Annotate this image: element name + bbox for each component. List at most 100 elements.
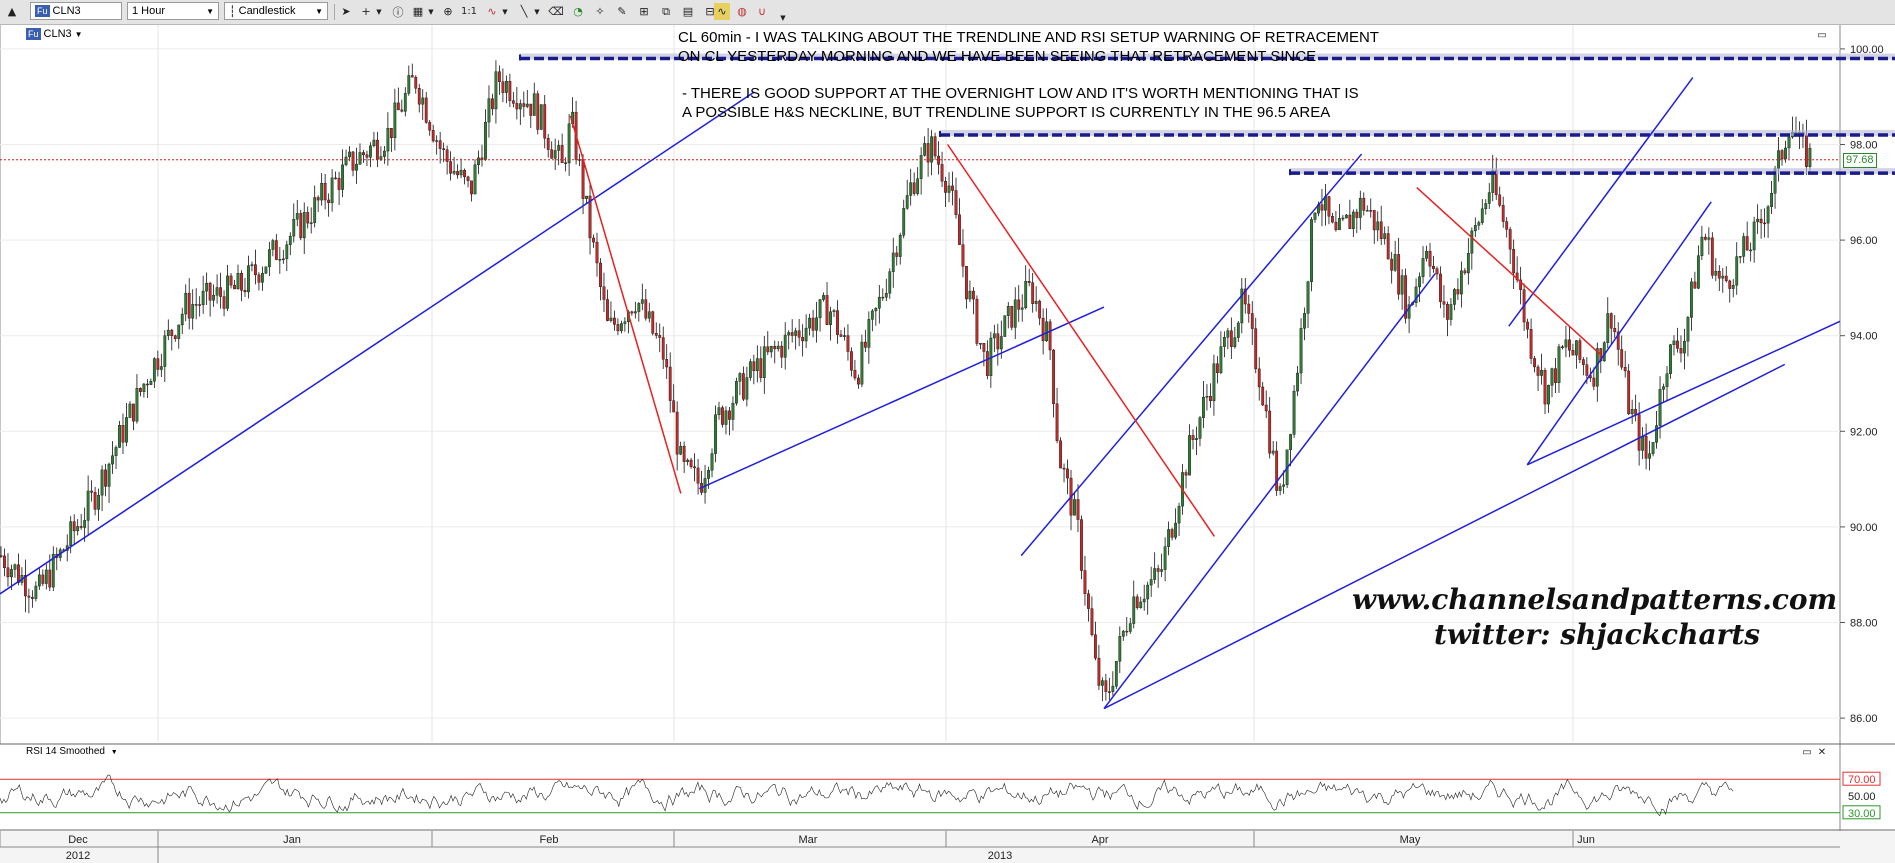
magnet-icon[interactable]: ∪ xyxy=(757,5,767,18)
candle-body xyxy=(1362,197,1366,211)
candle-body xyxy=(1066,468,1069,479)
candle-body xyxy=(1031,282,1035,304)
chevron-down-icon[interactable]: ▼ xyxy=(534,7,540,16)
magic-icon[interactable]: ✧ xyxy=(595,5,605,18)
candle-body xyxy=(1337,218,1341,231)
maximize-icon[interactable]: ▭ xyxy=(1817,30,1827,41)
trendline-blue[interactable] xyxy=(1508,77,1694,327)
candle-body xyxy=(1393,254,1397,271)
crosshair-icon[interactable]: + xyxy=(361,5,371,18)
trendline-red[interactable] xyxy=(946,144,1216,537)
candle-body xyxy=(215,287,219,296)
indicator-icon[interactable]: ∿ xyxy=(487,5,497,18)
candle-body xyxy=(525,103,529,107)
candle-body xyxy=(1107,691,1111,693)
interval-select[interactable]: 1 Hour ▼ xyxy=(127,2,219,20)
candle-body xyxy=(710,453,714,471)
candle-body xyxy=(1087,593,1090,609)
trendline-blue[interactable] xyxy=(1526,201,1712,466)
fib-icon[interactable]: ⊞ xyxy=(639,5,649,18)
trendline-blue[interactable] xyxy=(0,91,755,595)
candle-body xyxy=(532,93,536,116)
candle-body xyxy=(362,152,365,156)
draw-icon[interactable]: ✎ xyxy=(617,5,627,18)
candle-body xyxy=(1456,289,1460,295)
wave-icon[interactable]: ∿ xyxy=(714,3,730,20)
candle-body xyxy=(0,555,3,557)
candle-body xyxy=(125,417,128,443)
rsi-label[interactable]: RSI 14 Smoothed ▼ xyxy=(26,746,118,757)
candle-body xyxy=(1128,623,1132,632)
candle-body xyxy=(975,298,979,344)
candle-body xyxy=(1505,221,1509,230)
calendar-icon[interactable]: ▤ xyxy=(682,5,694,18)
grid-icon[interactable]: ▦ xyxy=(412,5,424,18)
candle-body xyxy=(302,212,306,239)
zoom-icon[interactable]: ⊕ xyxy=(443,5,453,18)
candle-body xyxy=(355,163,358,171)
trendline-blue[interactable] xyxy=(1526,320,1841,466)
candle-body xyxy=(1724,275,1728,282)
candle-body xyxy=(1418,276,1421,288)
candle-body xyxy=(1024,281,1028,309)
candle-body xyxy=(1100,680,1104,686)
chart-symbol-tag[interactable]: Fu CLN3 ▼ xyxy=(26,28,83,40)
candle-body xyxy=(1118,636,1122,662)
measure-icon[interactable]: ⊟ xyxy=(705,5,715,18)
candle-body xyxy=(1369,210,1373,212)
candle-body xyxy=(916,178,920,194)
alert-icon[interactable]: ◔ xyxy=(573,5,583,18)
candle-body xyxy=(48,569,52,588)
candle-body xyxy=(306,212,310,224)
candle-body xyxy=(518,103,522,110)
candle-body xyxy=(1512,249,1516,274)
candle-body xyxy=(386,128,390,152)
trendline-red[interactable] xyxy=(569,115,682,494)
candle-body xyxy=(766,346,770,353)
candle-body xyxy=(414,76,418,89)
one-to-one-icon[interactable]: 1:1 xyxy=(460,6,478,17)
candle-body xyxy=(731,402,735,420)
trendline-blue[interactable] xyxy=(1103,273,1436,709)
line-tool-icon[interactable]: ╲ xyxy=(520,5,528,18)
trendline-blue[interactable] xyxy=(698,306,1105,490)
chevron-down-icon[interactable]: ▼ xyxy=(502,7,508,16)
month-label: Jun xyxy=(1577,834,1595,846)
candle-body xyxy=(724,410,728,425)
candle-body xyxy=(1365,210,1369,212)
trendline-blue[interactable] xyxy=(1020,153,1363,557)
cycle-icon[interactable]: ◍ xyxy=(737,5,747,18)
candle-body xyxy=(522,103,526,107)
candle-body xyxy=(1515,272,1519,281)
close-icon[interactable]: ✕ xyxy=(1817,747,1827,758)
trendline-red[interactable] xyxy=(1416,186,1602,356)
candle-body xyxy=(316,197,320,201)
candle-body xyxy=(1048,321,1052,351)
channel-icon[interactable]: ⧉ xyxy=(662,4,670,18)
chevron-down-icon[interactable]: ▼ xyxy=(428,7,434,16)
maximize-icon[interactable]: ▭ xyxy=(1802,747,1812,758)
pointer-icon[interactable]: ➤ xyxy=(341,5,351,18)
candle-body xyxy=(281,258,285,261)
candle-body xyxy=(1013,299,1017,328)
candle-body xyxy=(1080,519,1083,571)
chevron-down-icon[interactable]: ▼ xyxy=(780,13,786,22)
candle-body xyxy=(553,150,557,159)
candle-body xyxy=(919,155,923,179)
eraser-icon[interactable]: ⌫ xyxy=(548,5,564,18)
candle-body xyxy=(909,182,913,196)
candle-body xyxy=(898,234,902,257)
collapse-icon[interactable]: ▲ xyxy=(7,5,17,18)
info-icon[interactable]: ⓘ xyxy=(392,5,404,19)
symbol-input[interactable]: Fu CLN3 xyxy=(30,2,122,20)
trendline-blue[interactable] xyxy=(1103,363,1786,710)
chart-type-select[interactable]: ┆ Candlestick ▼ xyxy=(224,2,328,20)
candle-body xyxy=(592,237,595,243)
candle-body xyxy=(818,299,822,318)
chevron-down-icon[interactable]: ▼ xyxy=(376,7,382,16)
candle-body xyxy=(1683,340,1686,354)
candle-body xyxy=(1435,268,1439,275)
candle-body xyxy=(1703,236,1707,240)
candle-body xyxy=(623,321,627,324)
